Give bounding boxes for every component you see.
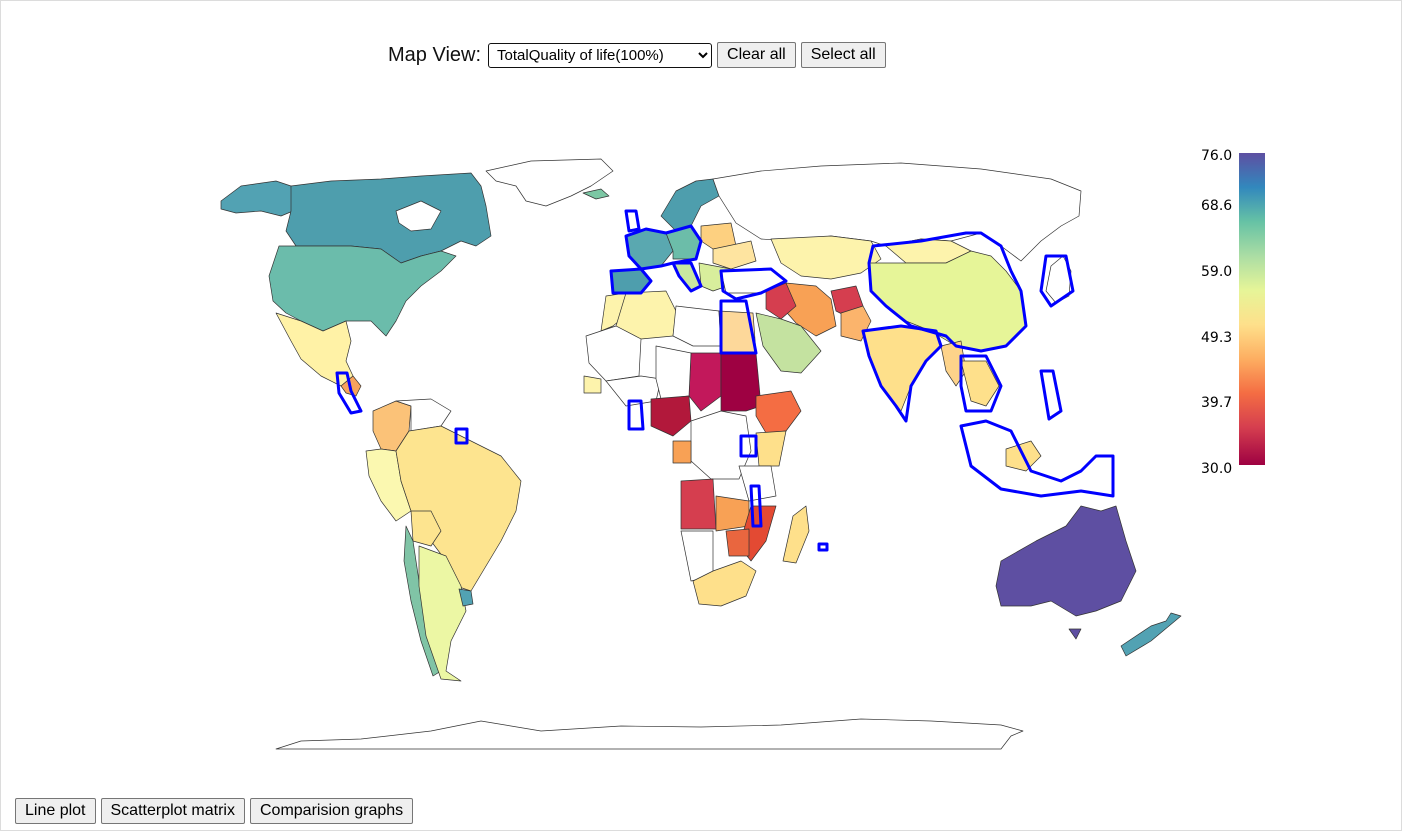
map-view-select[interactable]: TotalQuality of life(100%)	[488, 42, 713, 68]
country-madagascar[interactable]	[782, 505, 810, 564]
legend-tick: 30.0	[1201, 461, 1232, 477]
country-argentina[interactable]	[418, 545, 467, 682]
country-norway[interactable]	[660, 178, 720, 232]
country-iceland[interactable]	[582, 188, 610, 200]
country-niger[interactable]	[655, 345, 692, 400]
color-legend: 76.0 68.6 59.0 49.3 39.7 30.0	[1201, 148, 1265, 477]
line-plot-button[interactable]: Line plot	[15, 798, 96, 824]
country-tanzania[interactable]	[738, 465, 777, 502]
country-new-zealand[interactable]	[1120, 612, 1182, 657]
country-kazakhstan[interactable]	[770, 235, 882, 280]
clear-all-button[interactable]: Clear all	[717, 42, 796, 68]
map-controls: Map View: TotalQuality of life(100%) Cle…	[388, 42, 886, 68]
country-saudi-arabia[interactable]	[755, 312, 822, 374]
bottom-button-bar: Line plot Scatterplot matrix Comparision…	[15, 798, 414, 824]
selected-outlines	[335, 209, 1115, 552]
country-zambia[interactable]	[715, 495, 750, 532]
country-alaska[interactable]	[220, 180, 294, 217]
comparison-graphs-button[interactable]: Comparision graphs	[249, 798, 414, 824]
legend-tick: 68.6	[1201, 198, 1232, 214]
map-view-label: Map View:	[388, 43, 482, 66]
country-senegal[interactable]	[583, 375, 602, 394]
country-sudan[interactable]	[720, 352, 762, 412]
country-nigeria[interactable]	[650, 395, 692, 437]
country-usa[interactable]	[268, 245, 457, 337]
country-south-africa[interactable]	[692, 560, 757, 607]
legend-tick: 39.7	[1201, 395, 1232, 411]
country-ukraine[interactable]	[712, 240, 757, 270]
country-chad[interactable]	[688, 352, 722, 412]
legend-tick: 59.0	[1201, 264, 1232, 280]
antarctica	[275, 718, 1024, 750]
legend-colorbar	[1239, 153, 1265, 465]
country-chile[interactable]	[403, 525, 442, 677]
country-zimbabwe[interactable]	[725, 528, 750, 557]
scatterplot-matrix-button[interactable]: Scatterplot matrix	[100, 798, 245, 824]
hudson-bay	[395, 200, 442, 232]
country-libya[interactable]	[672, 305, 722, 347]
country-iraq[interactable]	[765, 282, 797, 320]
country-thailand[interactable]	[960, 360, 1000, 407]
legend-tick: 49.3	[1201, 330, 1232, 346]
country-angola[interactable]	[680, 478, 717, 530]
country-tasmania[interactable]	[1068, 628, 1082, 640]
select-all-button[interactable]: Select all	[800, 42, 886, 68]
country-uruguay[interactable]	[458, 588, 474, 607]
country-kenya[interactable]	[755, 430, 787, 467]
country-australia[interactable]	[995, 505, 1137, 617]
legend-tick: 76.0	[1201, 148, 1232, 164]
country-drc[interactable]	[690, 410, 752, 480]
country-bolivia[interactable]	[410, 510, 442, 547]
country-mexico[interactable]	[275, 312, 354, 387]
country-ethiopia[interactable]	[755, 390, 802, 434]
country-greenland[interactable]	[485, 158, 614, 207]
country-gabon[interactable]	[672, 440, 692, 464]
